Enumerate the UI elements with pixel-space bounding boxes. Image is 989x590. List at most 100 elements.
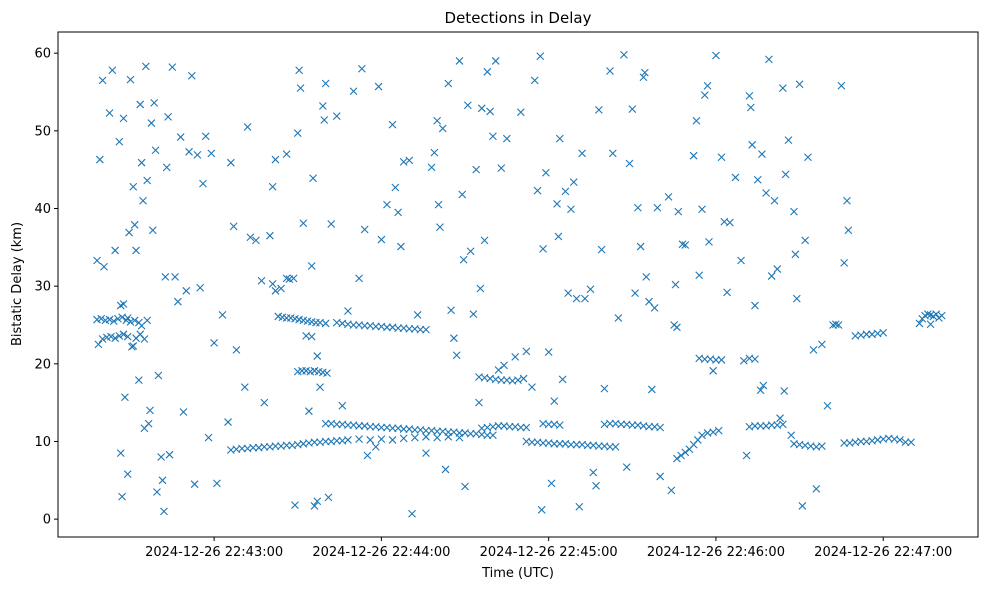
data-point (444, 79, 453, 88)
data-point (653, 203, 662, 212)
data-point (611, 443, 620, 451)
data-point (246, 233, 255, 242)
y-tick-label: 60 (34, 47, 51, 62)
data-point (313, 497, 322, 506)
data-point (357, 64, 366, 73)
data-point (98, 335, 107, 343)
data-point (622, 463, 631, 471)
data-point (780, 387, 789, 395)
data-point (555, 421, 564, 430)
data-point (140, 335, 149, 343)
data-point (179, 408, 188, 416)
x-axis: 2024-12-26 22:43:00 2024-12-26 22:44:00 20… (145, 537, 952, 560)
data-point (564, 289, 573, 298)
data-point (583, 441, 592, 450)
data-point (408, 509, 416, 518)
data-point (767, 421, 776, 430)
data-point (463, 101, 472, 110)
data-point (374, 82, 383, 91)
data-point (324, 493, 333, 502)
data-point (592, 481, 600, 490)
data-point (105, 109, 114, 117)
data-point (642, 272, 651, 281)
data-point (483, 431, 492, 440)
data-point (915, 319, 924, 328)
data-point (530, 76, 539, 85)
data-point (558, 375, 567, 384)
data-point (674, 207, 683, 216)
data-point (569, 178, 578, 186)
data-point (678, 240, 687, 249)
data-point (533, 186, 542, 195)
data-point (371, 322, 380, 331)
data-point (360, 225, 369, 234)
data-point (119, 114, 128, 123)
plot-area (57, 31, 979, 538)
data-point (705, 238, 713, 246)
data-point (639, 73, 648, 82)
data-point (363, 451, 372, 460)
data-point (539, 244, 547, 253)
data-point (144, 419, 153, 428)
data-point (681, 241, 690, 249)
data-point (572, 294, 581, 303)
data-point (466, 247, 475, 256)
data-point (252, 236, 260, 245)
data-point (645, 297, 653, 306)
data-point (344, 307, 352, 315)
data-point (633, 203, 642, 212)
data-point (723, 288, 731, 297)
data-point (776, 414, 784, 423)
data-point (765, 55, 773, 64)
data-point (739, 356, 748, 365)
data-point (773, 265, 782, 273)
data-point (204, 433, 213, 442)
data-point (458, 190, 467, 199)
data-point (388, 424, 397, 433)
data-point (725, 218, 734, 227)
data-point (677, 451, 685, 460)
data-point (243, 123, 252, 131)
data-point (801, 236, 810, 245)
x-tick-label: 2024-12-26 22:47:00 (814, 545, 952, 560)
data-point (681, 448, 690, 457)
x-tick-label: 2024-12-26 22:45:00 (480, 545, 618, 560)
data-point (366, 422, 375, 431)
data-point (344, 421, 352, 430)
data-point (628, 105, 637, 113)
data-point (282, 274, 291, 283)
data-point (695, 271, 704, 280)
data-point (321, 319, 330, 328)
data-point (434, 200, 443, 209)
y-tick-label: 40 (34, 202, 51, 217)
data-point (480, 236, 489, 245)
data-point (673, 323, 681, 332)
data-point (664, 192, 673, 201)
data-point (606, 419, 614, 428)
data-point (391, 183, 400, 192)
y-tick-label: 30 (34, 280, 51, 295)
data-point (134, 376, 143, 385)
data-point (116, 449, 125, 458)
data-point (201, 132, 210, 141)
data-point (123, 332, 132, 341)
data-point (433, 433, 442, 442)
data-point (671, 280, 680, 289)
data-point (305, 407, 313, 416)
y-tick-label: 10 (34, 435, 51, 450)
data-point (441, 465, 450, 474)
data-point (745, 92, 754, 100)
data-point (430, 148, 439, 157)
data-point (748, 140, 757, 149)
data-point (489, 132, 497, 141)
data-point (486, 107, 495, 116)
data-point (399, 434, 408, 443)
data-point (132, 246, 140, 255)
data-point (717, 356, 726, 364)
data-point (650, 304, 659, 312)
data-point (784, 136, 793, 145)
data-point (709, 366, 718, 375)
data-point (926, 320, 935, 329)
data-point (119, 300, 128, 308)
data-point (608, 149, 617, 158)
